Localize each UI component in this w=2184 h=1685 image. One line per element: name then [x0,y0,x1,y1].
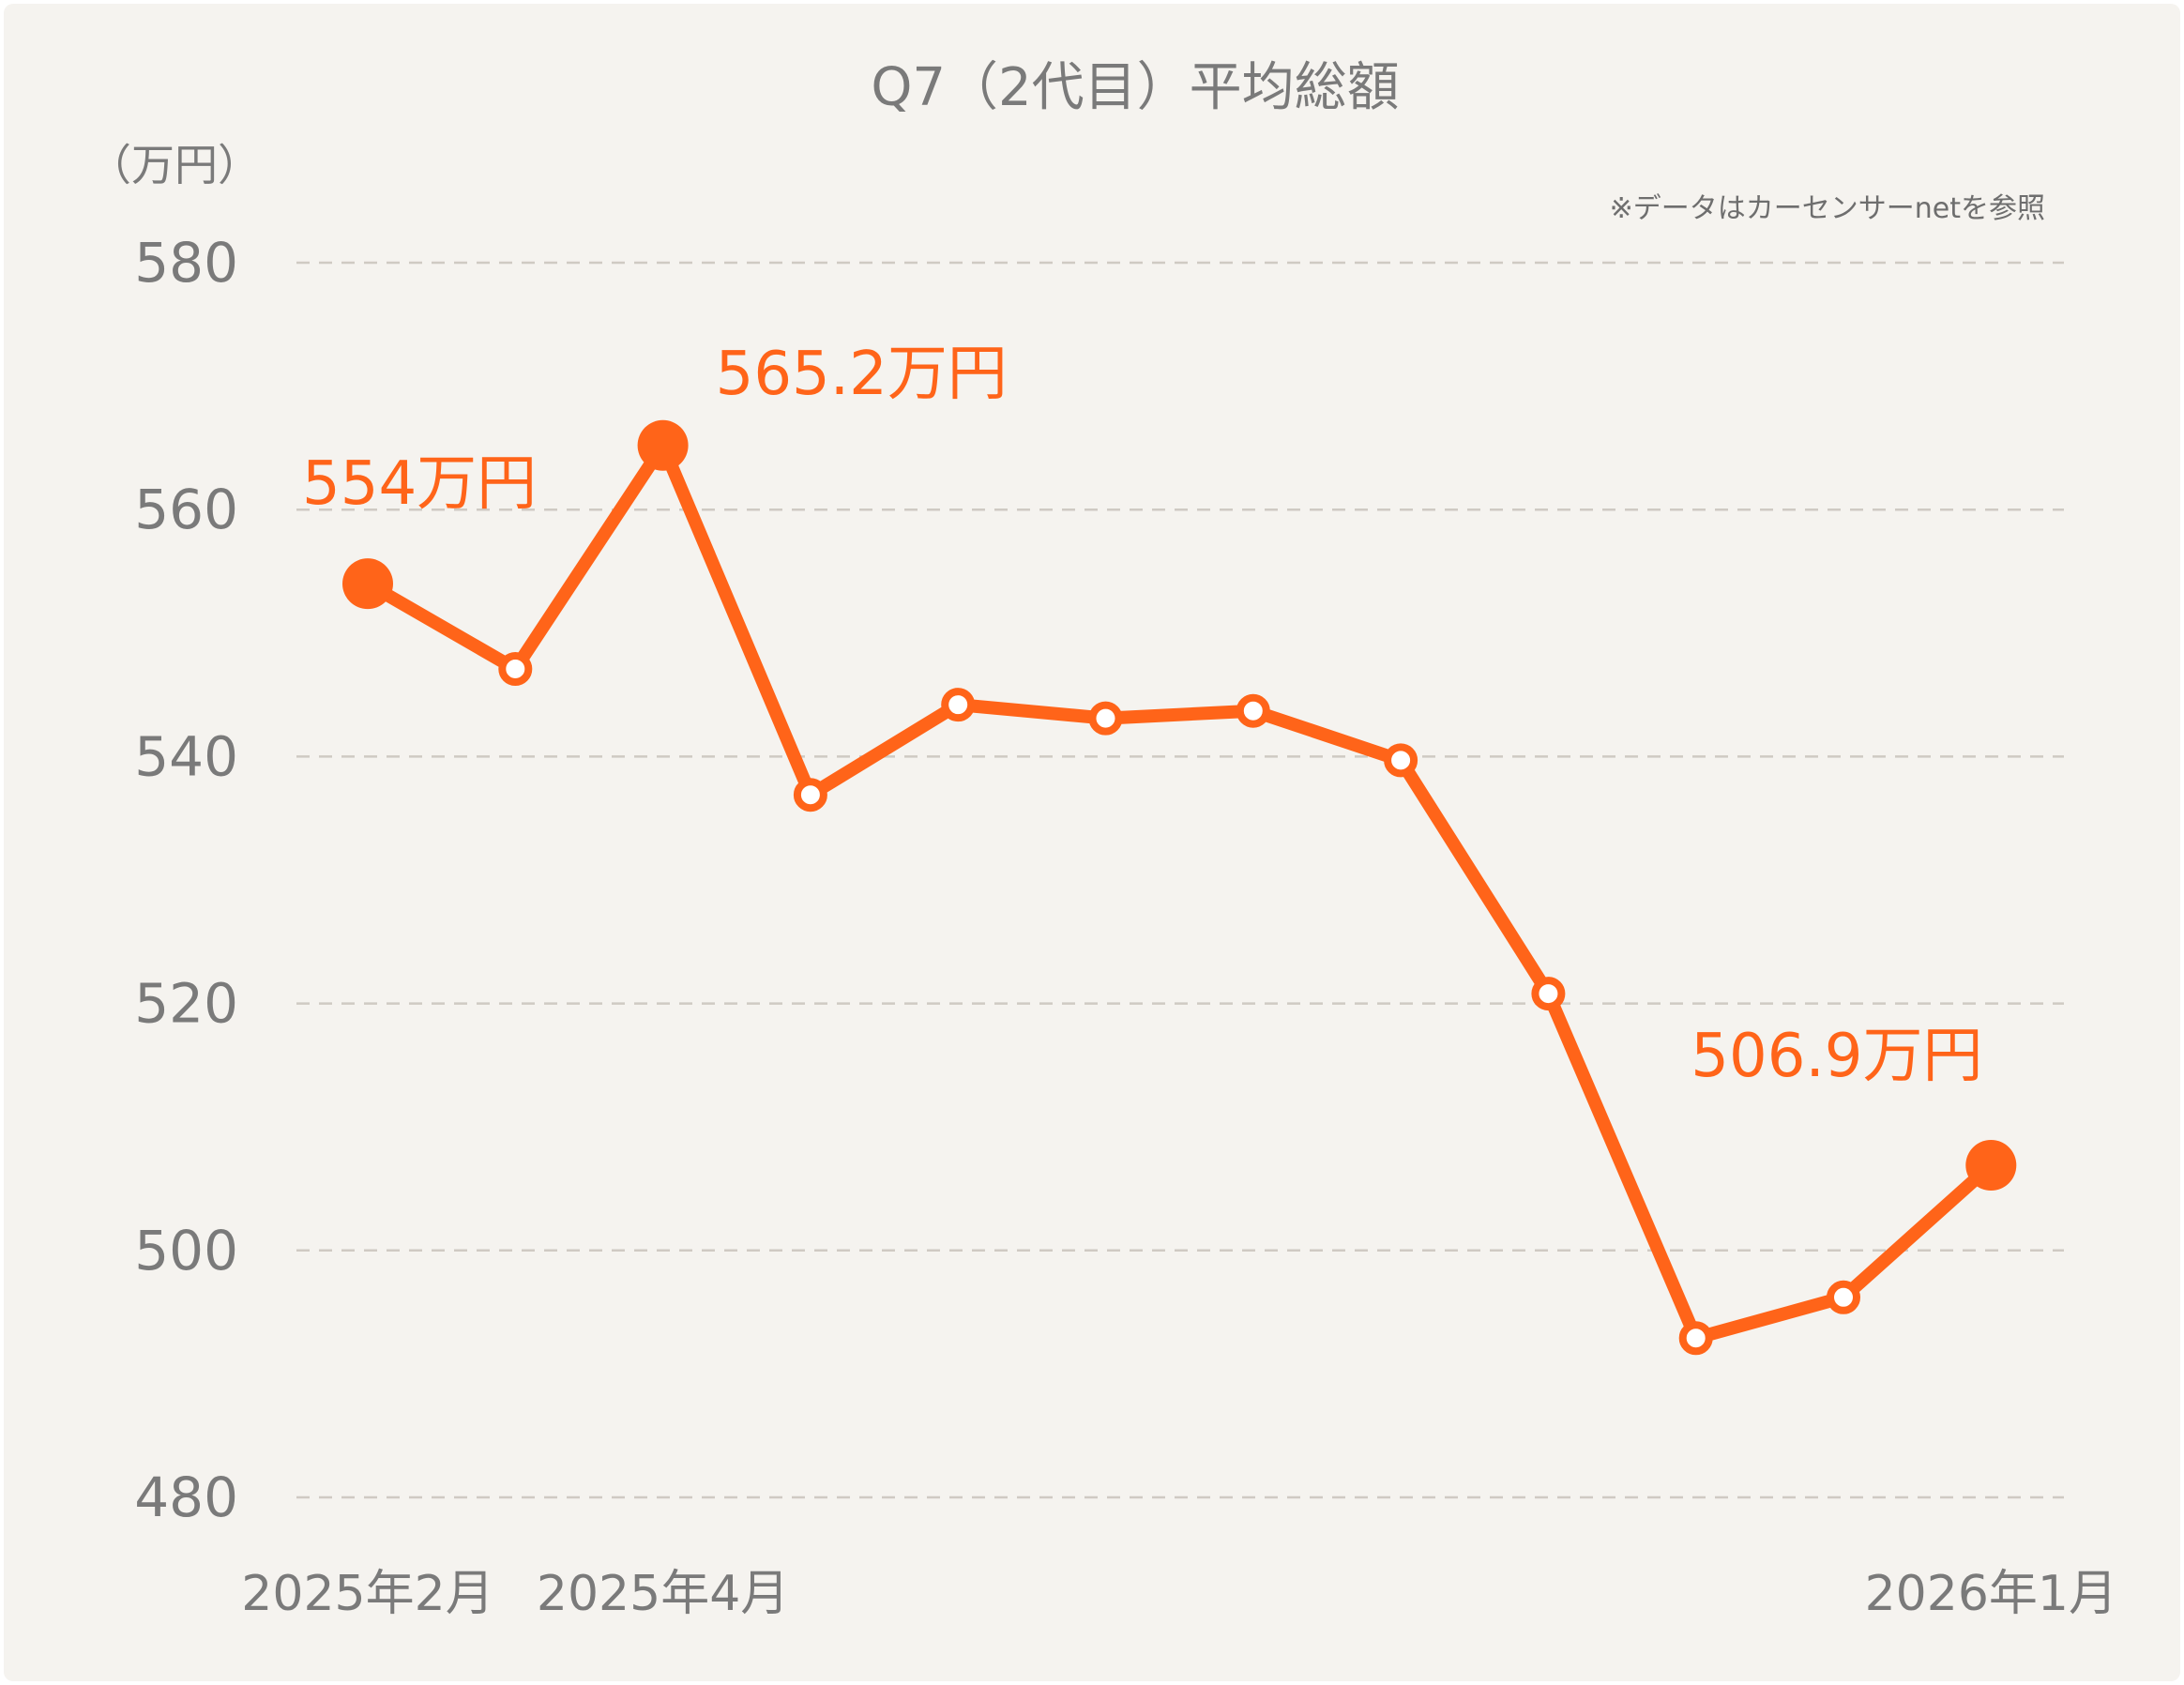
series-line [361,438,1998,1345]
line-chart: Q7（2代目）平均総額 （万円） ※データはカーセンサーnetを参照 480 50… [88,57,2117,1622]
data-point-highlight [1965,1139,2017,1191]
data-point [1531,977,1566,1011]
series-line-layer [361,438,1998,1345]
y-tick-label: 500 [134,1219,238,1283]
y-tick-label: 580 [134,231,238,295]
data-points [342,419,2017,1356]
data-point [1827,1280,1860,1314]
x-tick-label: 2025年4月 [537,1566,789,1622]
source-note: ※データはカーセンサーnetを参照 [1610,192,2045,225]
y-unit-label: （万円） [88,140,261,190]
data-point [941,688,976,722]
data-point [1384,743,1418,778]
data-point-highlight [342,558,393,610]
data-point [1678,1321,1713,1356]
y-tick-label: 480 [134,1465,238,1529]
data-label: 554万円 [302,449,537,519]
gridlines [296,261,2064,1499]
x-axis-ticks: 2025年2月 2025年4月 2026年1月 [241,1566,2117,1622]
x-tick-label: 2025年2月 [241,1566,493,1622]
data-point [1088,701,1123,736]
chart-card: Q7（2代目）平均総額 （万円） ※データはカーセンサーnetを参照 480 50… [4,4,2180,1681]
y-tick-label: 520 [134,972,238,1036]
data-label: 506.9万円 [1691,1022,1982,1091]
chart-title: Q7（2代目）平均総額 [871,57,1399,118]
data-point-highlight [637,419,689,471]
y-tick-label: 560 [134,478,238,541]
y-tick-label: 540 [134,724,238,788]
data-point [793,778,827,812]
data-labels: 554万円 565.2万円 506.9万円 [302,340,1983,1091]
x-tick-label: 2026年1月 [1865,1566,2117,1622]
data-point [1236,693,1270,728]
data-point [498,651,533,686]
y-axis-ticks: 480 500 520 540 560 580 [134,231,238,1529]
data-label: 565.2万円 [716,340,1008,409]
